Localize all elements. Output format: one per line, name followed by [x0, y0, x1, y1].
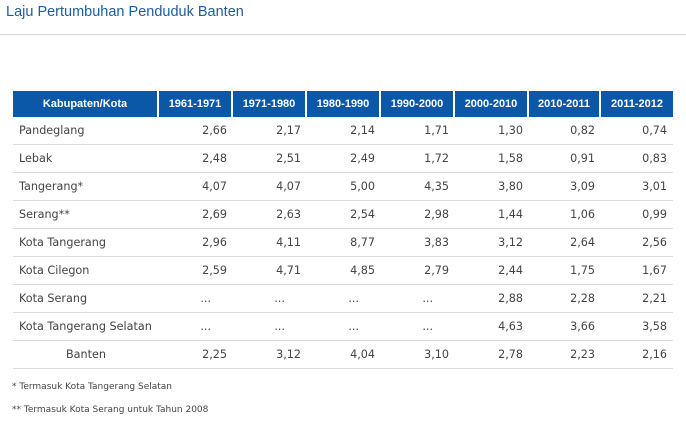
- growth-rate-cell: 4,85: [307, 257, 381, 285]
- population-growth-table: Kabupaten/Kota 1961-1971 1971-1980 1980-…: [13, 91, 673, 369]
- growth-rate-cell: 2,28: [529, 285, 601, 313]
- growth-rate-cell: 1,75: [529, 257, 601, 285]
- growth-rate-cell: 0,74: [601, 117, 673, 145]
- growth-rate-cell: ...: [233, 313, 307, 341]
- growth-rate-cell: ...: [381, 285, 455, 313]
- column-header: 2010-2011: [529, 91, 601, 117]
- table-row: Kota Serang............ 2,88 2,28 2,21: [13, 285, 673, 313]
- table-row: Kota Cilegon 2,59 4,71 4,85 2,79 2,44 1,75 1,67: [13, 257, 673, 285]
- growth-rate-cell: 5,00: [307, 173, 381, 201]
- region-name-cell: Lebak: [13, 145, 159, 173]
- column-header: 2000-2010: [455, 91, 529, 117]
- column-header: 2011-2012: [601, 91, 673, 117]
- column-header: Kabupaten/Kota: [13, 91, 159, 117]
- growth-rate-cell: 2,96: [159, 229, 233, 257]
- column-header: 1990-2000: [381, 91, 455, 117]
- region-name-cell: Pandeglang: [13, 117, 159, 145]
- growth-rate-cell: 3,12: [233, 341, 307, 369]
- growth-rate-cell: 4,04: [307, 341, 381, 369]
- growth-rate-cell: 1,06: [529, 201, 601, 229]
- growth-rate-cell: 1,44: [455, 201, 529, 229]
- table-row: Lebak 2,48 2,51 2,49 1,72 1,58 0,91 0,83: [13, 145, 673, 173]
- growth-rate-cell: 3,58: [601, 313, 673, 341]
- growth-rate-cell: 8,77: [307, 229, 381, 257]
- growth-rate-cell: 2,44: [455, 257, 529, 285]
- growth-rate-cell: 2,88: [455, 285, 529, 313]
- growth-rate-cell: 4,07: [233, 173, 307, 201]
- growth-rate-cell: 3,80: [455, 173, 529, 201]
- growth-rate-cell: 0,83: [601, 145, 673, 173]
- growth-rate-cell: 0,99: [601, 201, 673, 229]
- growth-rate-cell: 3,01: [601, 173, 673, 201]
- growth-rate-cell: 1,30: [455, 117, 529, 145]
- footnote: * Termasuk Kota Tangerang Selatan: [12, 382, 173, 392]
- footnote: ** Termasuk Kota Serang untuk Tahun 2008: [12, 405, 209, 415]
- growth-rate-cell: 2,59: [159, 257, 233, 285]
- growth-rate-cell: 1,67: [601, 257, 673, 285]
- growth-rate-cell: 3,83: [381, 229, 455, 257]
- growth-rate-cell: 1,71: [381, 117, 455, 145]
- growth-rate-cell: 2,48: [159, 145, 233, 173]
- column-header: 1961-1971: [159, 91, 233, 117]
- growth-rate-cell: 2,21: [601, 285, 673, 313]
- growth-rate-cell: 3,12: [455, 229, 529, 257]
- growth-rate-cell: ...: [159, 285, 233, 313]
- title-divider: [0, 34, 686, 35]
- table-row: Pandeglang 2,66 2,17 2,14 1,71 1,30 0,82 0,74: [13, 117, 673, 145]
- table-header-row: Kabupaten/Kota 1961-1971 1971-1980 1980-…: [13, 91, 673, 117]
- growth-rate-cell: 2,69: [159, 201, 233, 229]
- growth-rate-cell: 4,07: [159, 173, 233, 201]
- table-row: Kota Tangerang 2,96 4,11 8,77 3,83 3,12 2,64 2,…: [13, 229, 673, 257]
- growth-rate-cell: 3,66: [529, 313, 601, 341]
- growth-rate-cell: ...: [233, 285, 307, 313]
- table-row: Banten 2,25 3,12 4,04 3,10 2,78 2,23 2,16: [13, 341, 673, 369]
- growth-rate-cell: 2,23: [529, 341, 601, 369]
- growth-rate-cell: ...: [381, 313, 455, 341]
- growth-rate-cell: 4,63: [455, 313, 529, 341]
- growth-rate-cell: 2,54: [307, 201, 381, 229]
- region-name-cell: Kota Tangerang Selatan: [13, 313, 159, 341]
- region-name-cell: Kota Serang: [13, 285, 159, 313]
- growth-rate-cell: 2,79: [381, 257, 455, 285]
- table-row: Serang** 2,69 2,63 2,54 2,98 1,44 1,06 0,99: [13, 201, 673, 229]
- growth-rate-cell: 1,58: [455, 145, 529, 173]
- table-row: Tangerang* 4,07 4,07 5,00 4,35 3,80 3,09 3,01: [13, 173, 673, 201]
- growth-rate-cell: 0,82: [529, 117, 601, 145]
- page-title: Laju Pertumbuhan Penduduk Banten: [6, 4, 244, 20]
- growth-rate-cell: 2,78: [455, 341, 529, 369]
- region-name-cell: Kota Cilegon: [13, 257, 159, 285]
- growth-rate-cell: ...: [159, 313, 233, 341]
- column-header: 1980-1990: [307, 91, 381, 117]
- growth-rate-cell: 2,49: [307, 145, 381, 173]
- growth-rate-cell: 2,66: [159, 117, 233, 145]
- region-name-cell: Tangerang*: [13, 173, 159, 201]
- growth-rate-cell: 2,64: [529, 229, 601, 257]
- growth-rate-cell: ...: [307, 313, 381, 341]
- growth-rate-cell: 0,91: [529, 145, 601, 173]
- growth-rate-cell: 3,10: [381, 341, 455, 369]
- growth-rate-cell: 2,51: [233, 145, 307, 173]
- region-name-cell: Serang**: [13, 201, 159, 229]
- region-name-cell: Banten: [13, 341, 159, 369]
- growth-rate-cell: 1,72: [381, 145, 455, 173]
- growth-rate-cell: 2,25: [159, 341, 233, 369]
- growth-rate-cell: 4,35: [381, 173, 455, 201]
- growth-rate-cell: 4,71: [233, 257, 307, 285]
- growth-rate-cell: 2,63: [233, 201, 307, 229]
- growth-rate-cell: 4,11: [233, 229, 307, 257]
- column-header: 1971-1980: [233, 91, 307, 117]
- table-row: Kota Tangerang Selatan............ 4,63 3,…: [13, 313, 673, 341]
- growth-rate-cell: 3,09: [529, 173, 601, 201]
- growth-rate-cell: 2,17: [233, 117, 307, 145]
- growth-rate-cell: 2,14: [307, 117, 381, 145]
- growth-rate-cell: ...: [307, 285, 381, 313]
- growth-rate-cell: 2,98: [381, 201, 455, 229]
- region-name-cell: Kota Tangerang: [13, 229, 159, 257]
- growth-rate-cell: 2,56: [601, 229, 673, 257]
- growth-rate-cell: 2,16: [601, 341, 673, 369]
